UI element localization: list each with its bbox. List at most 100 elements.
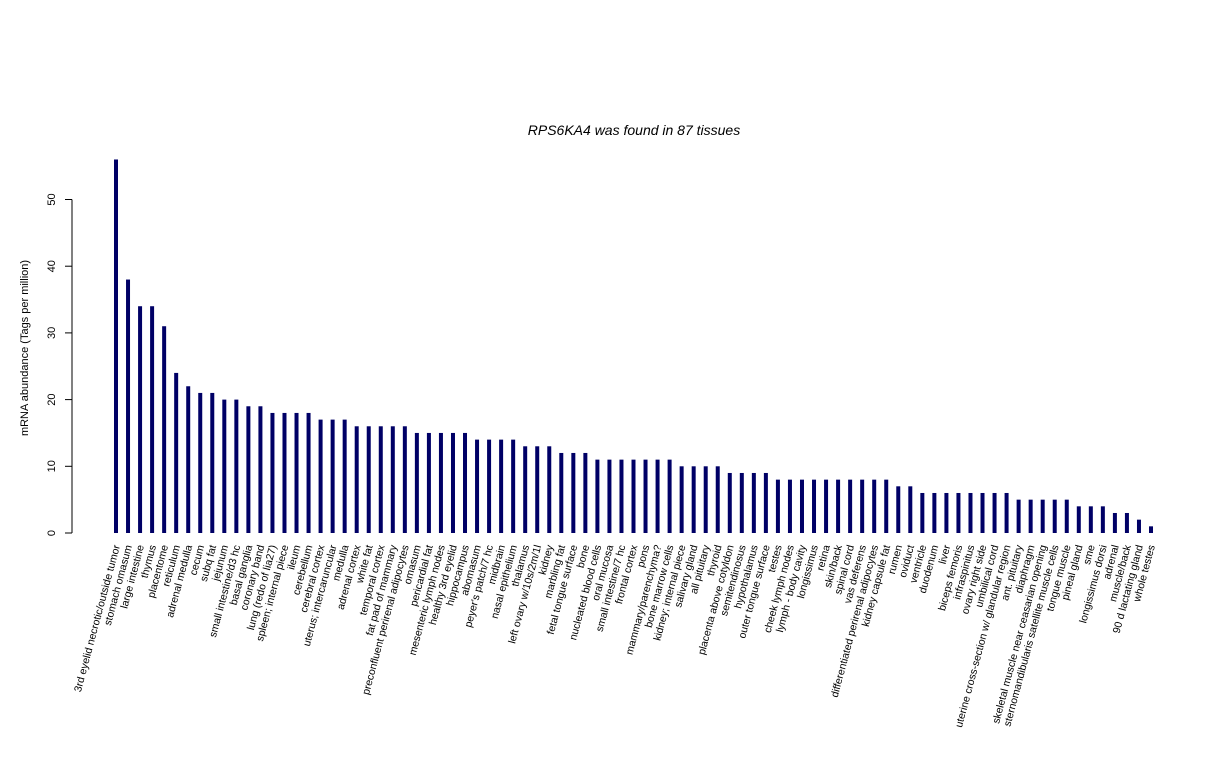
bar	[463, 432, 468, 533]
bar	[1040, 499, 1045, 533]
y-tick-label: 50	[46, 193, 58, 205]
bar	[402, 426, 407, 533]
bars-group	[114, 159, 1153, 534]
bar	[258, 406, 263, 533]
bar	[775, 479, 780, 533]
bar	[162, 326, 167, 533]
bar	[318, 419, 323, 533]
bar	[812, 479, 817, 533]
bar	[607, 459, 612, 533]
bar	[306, 412, 311, 533]
x-tick-label: bone	[575, 544, 593, 570]
bar	[450, 432, 455, 533]
bar	[908, 486, 913, 533]
bar	[944, 492, 949, 533]
y-tick-label: 40	[46, 260, 58, 272]
bar	[1016, 499, 1021, 533]
bar	[787, 479, 792, 533]
bar	[150, 306, 155, 533]
y-axis: 0 10 20 30 40 50	[46, 193, 73, 536]
bar	[667, 459, 672, 533]
x-tick-label: sme	[1081, 544, 1098, 566]
bar	[920, 492, 925, 533]
bar	[884, 479, 889, 533]
bar	[198, 392, 203, 533]
bar	[222, 399, 227, 533]
bar	[956, 492, 961, 533]
bar	[799, 479, 804, 533]
bar	[655, 459, 660, 533]
bar	[896, 486, 901, 533]
bar	[980, 492, 985, 533]
bar	[390, 426, 395, 533]
bar	[114, 159, 118, 534]
bar	[1149, 526, 1153, 533]
y-axis-label: mRNA abundance (Tags per million)	[19, 260, 31, 436]
bar	[414, 432, 419, 533]
bar	[246, 406, 251, 533]
bar	[727, 472, 732, 533]
bar	[499, 439, 504, 533]
bar	[366, 426, 371, 533]
bar	[932, 492, 937, 533]
bar	[715, 466, 720, 533]
bar	[595, 459, 600, 533]
bar	[426, 432, 431, 533]
bar	[523, 446, 528, 533]
y-tick-label: 0	[46, 530, 58, 536]
bar	[836, 479, 841, 533]
bar	[1064, 499, 1069, 533]
bar	[378, 426, 383, 533]
bar	[511, 439, 516, 533]
bar	[1004, 492, 1009, 533]
bar	[1136, 519, 1141, 533]
bar	[1028, 499, 1033, 533]
bar	[282, 412, 287, 533]
bar	[1100, 506, 1105, 533]
bar	[679, 466, 684, 533]
bar	[848, 479, 853, 533]
bar	[535, 446, 540, 533]
bar	[631, 459, 636, 533]
bar	[703, 466, 708, 533]
bar	[583, 452, 588, 533]
bar	[872, 479, 877, 533]
x-tick-label: pons	[635, 544, 652, 569]
bar	[270, 412, 275, 533]
bar	[571, 452, 576, 533]
bar	[1112, 512, 1117, 533]
bar	[342, 419, 347, 533]
bar	[138, 306, 143, 533]
y-tick-label: 10	[46, 460, 58, 472]
bar	[860, 479, 865, 533]
bar	[824, 479, 829, 533]
bar	[438, 432, 443, 533]
bar	[1076, 506, 1081, 533]
bar	[1088, 506, 1093, 533]
bar	[559, 452, 564, 533]
bar	[968, 492, 973, 533]
bar	[643, 459, 648, 533]
bar	[330, 419, 335, 533]
bar	[294, 412, 299, 533]
bar	[174, 372, 179, 533]
bar	[619, 459, 624, 533]
x-tick-label: liver	[937, 543, 954, 565]
bar	[751, 472, 756, 533]
bar	[186, 386, 191, 533]
bar	[487, 439, 492, 533]
y-tick-label: 30	[46, 327, 58, 339]
bar	[547, 446, 552, 533]
bar	[126, 279, 131, 533]
bar	[691, 466, 696, 533]
bar	[763, 472, 768, 533]
bar	[475, 439, 480, 533]
bar	[739, 472, 744, 533]
x-tick-labels: 3rd eyelid necrotic/outside tumorstomach…	[72, 543, 1158, 729]
bar	[354, 426, 359, 533]
y-tick-label: 20	[46, 393, 58, 405]
bar	[210, 392, 215, 533]
bar	[992, 492, 997, 533]
chart-title: RPS6KA4 was found in 87 tissues	[528, 122, 740, 138]
